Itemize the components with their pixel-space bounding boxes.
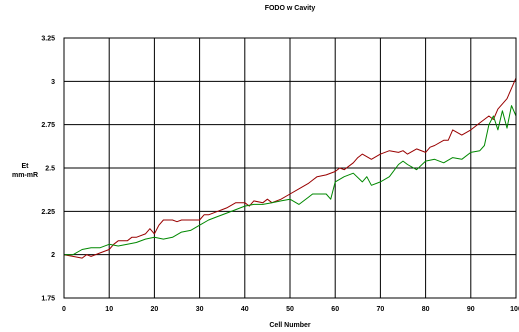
x-tick-label: 60 bbox=[331, 306, 339, 313]
x-tick-label: 20 bbox=[151, 306, 159, 313]
x-tick-label: 10 bbox=[105, 306, 113, 313]
series-line-1 bbox=[63, 77, 517, 259]
x-tick-label: 30 bbox=[196, 306, 204, 313]
y-tick-label: 2 bbox=[51, 252, 55, 259]
y-axis-ticks: 1.75 2 2.25 2.5 2.75 3 3.25 bbox=[41, 36, 55, 303]
y-tick-label: 3 bbox=[51, 79, 55, 86]
chart-title: FODO w Cavity bbox=[265, 5, 316, 12]
x-tick-label: 90 bbox=[467, 306, 475, 313]
x-tick-label: 100 bbox=[510, 306, 519, 313]
plot-area-frame bbox=[63, 37, 517, 299]
y-tick-label: 2.25 bbox=[41, 209, 55, 216]
series-group bbox=[63, 77, 517, 259]
y-tick-label: 1.75 bbox=[41, 296, 55, 303]
x-axis-ticks: 0 10 20 30 40 50 60 70 80 90 100 bbox=[62, 306, 519, 313]
y-tick-label: 2.5 bbox=[45, 166, 55, 173]
x-axis-label: Cell Number bbox=[269, 322, 311, 329]
x-tick-label: 0 bbox=[62, 306, 66, 313]
x-tick-label: 50 bbox=[286, 306, 294, 313]
x-tick-label: 70 bbox=[377, 306, 385, 313]
x-tick-label: 40 bbox=[241, 306, 249, 313]
x-tick-label: 80 bbox=[422, 306, 430, 313]
y-tick-label: 2.75 bbox=[41, 122, 55, 129]
series-line-2 bbox=[64, 105, 517, 256]
y-axis-label-line: mm-mR bbox=[12, 172, 38, 179]
y-axis-label-line: Et bbox=[22, 163, 30, 170]
y-tick-label: 3.25 bbox=[41, 36, 55, 43]
y-axis-label: Et mm-mR bbox=[12, 163, 38, 179]
